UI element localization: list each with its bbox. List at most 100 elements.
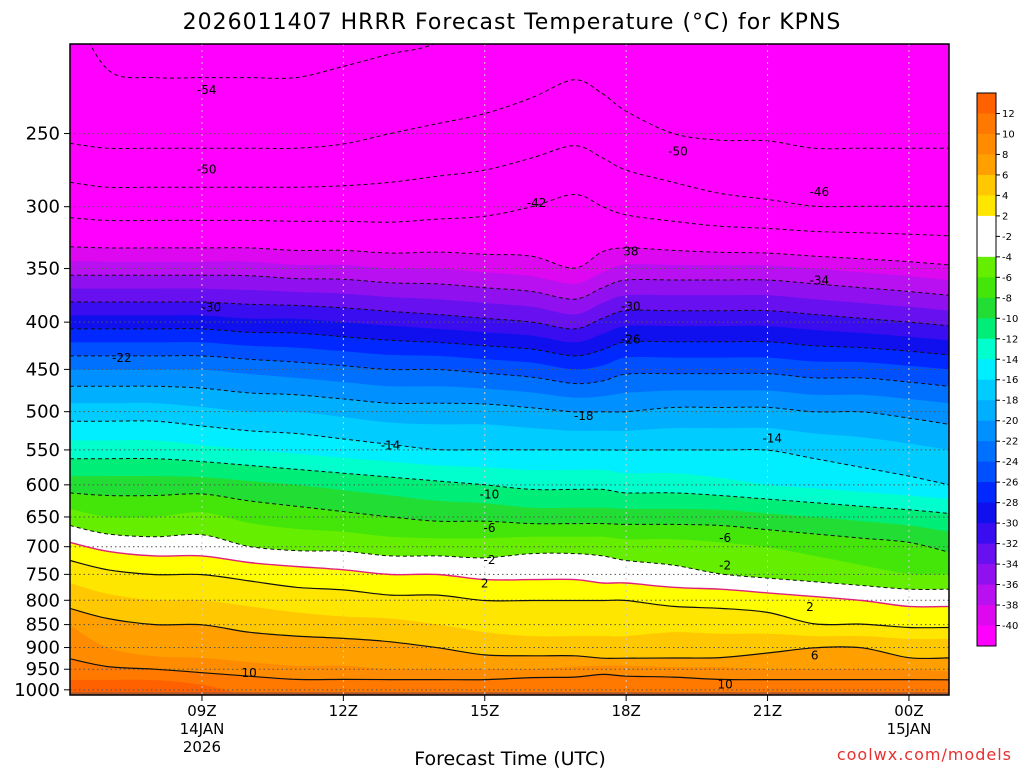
contour-label-text: -26 xyxy=(621,332,641,346)
colorbar-label: -24 xyxy=(1002,457,1018,468)
pressure-tick-label: 900 xyxy=(26,638,60,659)
isotherm-dashed xyxy=(70,246,949,269)
ground-layer xyxy=(70,692,949,695)
pressure-tick-label: 250 xyxy=(26,124,60,145)
colorbar-label: -14 xyxy=(1002,355,1018,366)
contour-label: -30 xyxy=(621,299,641,313)
pressure-tick-label: 850 xyxy=(26,615,60,636)
time-tick-label: 2026 xyxy=(183,738,221,756)
colorbar-label: 8 xyxy=(1002,150,1008,161)
colorbar-box xyxy=(977,400,996,422)
contour-label-text: -22 xyxy=(112,351,132,365)
isotherm-solid xyxy=(70,658,949,681)
colorbar-box xyxy=(977,154,996,176)
colorbar-label: 10 xyxy=(1002,129,1015,140)
contour-label: -10 xyxy=(480,488,500,502)
x-axis-label: Forecast Time (UTC) xyxy=(414,748,605,768)
contour-label-text: 38 xyxy=(623,244,638,258)
contour-label-text: -54 xyxy=(197,83,217,97)
contour-label: 2 xyxy=(481,576,489,590)
contour-label-text: 6 xyxy=(811,649,819,663)
contour-label: -2 xyxy=(483,553,495,567)
time-tick-label: 15JAN xyxy=(887,720,932,738)
ground-fill xyxy=(70,692,949,695)
contour-label-text: -18 xyxy=(574,409,594,423)
contour-label-text: 10 xyxy=(241,666,256,680)
colorbar-border xyxy=(976,92,997,647)
colorbar-label: -2 xyxy=(1002,232,1012,243)
pressure-tick-label: 500 xyxy=(26,402,60,423)
contour-label: -30 xyxy=(202,300,222,314)
contour-label: 2 xyxy=(806,600,814,614)
colorbar-box xyxy=(977,338,996,360)
pressure-tick-label: 600 xyxy=(26,475,60,496)
contour-label: -50 xyxy=(197,162,217,176)
contour-label: -46 xyxy=(810,185,830,199)
colorbar-box xyxy=(977,236,996,258)
colorbar: 12 10 8 6 4 2 -2 -4 -6 -8 -10 -12 -14 -16 -18 -20 -22 -24… xyxy=(976,92,1018,647)
pressure-tick-label: 800 xyxy=(26,590,60,611)
colorbar-box xyxy=(977,256,996,278)
colorbar-box xyxy=(977,461,996,483)
colorbar-box xyxy=(977,543,996,565)
colorbar-label: 12 xyxy=(1002,109,1015,120)
isotherm-dashed xyxy=(70,457,949,514)
temperature-band xyxy=(70,44,949,251)
colorbar-label: -28 xyxy=(1002,498,1018,509)
pressure-tick-label: 350 xyxy=(26,259,60,280)
colorbar-label: -40 xyxy=(1002,621,1018,632)
isotherm-dashed xyxy=(70,79,949,150)
colorbar-box xyxy=(977,133,996,155)
colorbar-label: -36 xyxy=(1002,580,1018,591)
colorbar-box xyxy=(977,605,996,627)
colorbar-box xyxy=(977,297,996,319)
pressure-tick-label: 400 xyxy=(26,312,60,333)
time-tick-label: 12Z xyxy=(329,702,358,720)
contour-label: -14 xyxy=(762,432,782,446)
contour-label-text: -2 xyxy=(719,559,731,573)
pressure-tick-label: 700 xyxy=(26,537,60,558)
grid-lines xyxy=(70,44,949,695)
contour-label: -34 xyxy=(810,273,830,287)
contour-label: 6 xyxy=(811,649,819,663)
colorbar-label: -4 xyxy=(1002,252,1012,263)
colorbar-label: 6 xyxy=(1002,170,1008,181)
contour-label-text: -46 xyxy=(810,185,830,199)
pressure-tick-label: 550 xyxy=(26,440,60,461)
isotherm-dashed xyxy=(70,145,949,208)
isotherm-dashed xyxy=(70,328,949,357)
chart-title: 2026011407 HRRR Forecast Temperature (°C… xyxy=(183,10,842,35)
isotherm-dashed xyxy=(70,355,949,387)
contour-label-text: -34 xyxy=(810,273,830,287)
contour-label: -50 xyxy=(668,144,688,158)
contour-label-text: -50 xyxy=(197,162,217,176)
contour-label-text: -30 xyxy=(202,300,222,314)
isotherm-dashed xyxy=(70,385,949,425)
contour-label: -6 xyxy=(719,531,731,545)
pressure-tick-label: 450 xyxy=(26,359,60,380)
time-tick-label: 21Z xyxy=(753,702,782,720)
contour-label-text: 2 xyxy=(806,600,814,614)
contour-label: 38 xyxy=(623,244,638,258)
contour-label-text: -2 xyxy=(483,553,495,567)
contour-label: -14 xyxy=(381,438,401,452)
contour-label: -42 xyxy=(527,196,547,210)
time-tick-label: 15Z xyxy=(470,702,499,720)
colorbar-box xyxy=(977,195,996,217)
colorbar-box xyxy=(977,359,996,381)
colorbar-box xyxy=(977,502,996,524)
colorbar-label: -32 xyxy=(1002,539,1018,550)
contour-label: -6 xyxy=(483,521,495,535)
pressure-tick-label: 300 xyxy=(26,197,60,218)
isotherm-solid xyxy=(70,559,949,629)
isotherm-dashed xyxy=(70,193,949,237)
colorbar-box xyxy=(977,174,996,196)
contour-label: 10 xyxy=(717,677,732,691)
freezing-line xyxy=(70,541,949,608)
colorbar-box xyxy=(977,113,996,135)
time-tick-label: 14JAN xyxy=(180,720,225,738)
isotherm-solid xyxy=(70,607,949,660)
